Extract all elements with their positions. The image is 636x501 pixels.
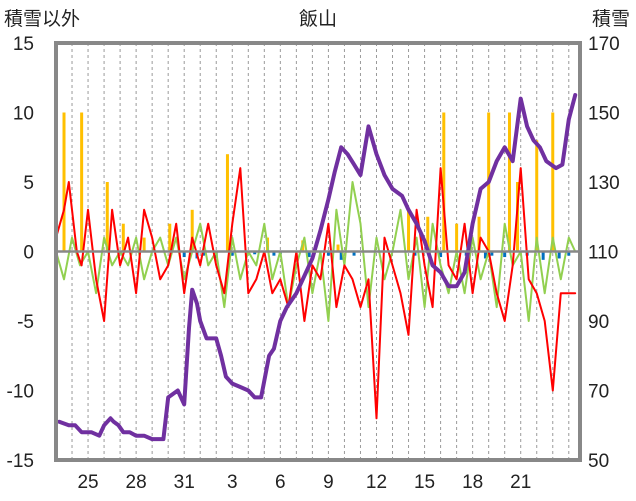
x-tick-label: 28 — [126, 472, 147, 493]
right-tick-label: 150 — [588, 104, 620, 125]
right-tick-label: 90 — [588, 312, 609, 333]
negative_spikes-bar — [439, 251, 443, 258]
x-tick-label: 15 — [414, 472, 435, 493]
right-tick-label: 70 — [588, 382, 609, 403]
x-tick-label: 25 — [77, 472, 98, 493]
left-tick-label: -5 — [17, 312, 34, 333]
positive_spikes-bar — [507, 112, 511, 252]
positive_spikes-bar — [426, 216, 430, 252]
left-tick-label: 15 — [13, 34, 34, 55]
chart-title: 飯山 — [299, 8, 337, 30]
positive_spikes-bar — [225, 154, 229, 252]
negative_spikes-bar — [272, 251, 276, 256]
negative_spikes-bar — [182, 251, 186, 258]
left-tick-label: 5 — [23, 173, 34, 194]
positive_spikes-bar — [80, 112, 84, 252]
right-tick-label: 130 — [588, 173, 620, 194]
right-tick-label: 110 — [588, 243, 618, 264]
x-tick-label: 6 — [275, 472, 286, 493]
snow-depth-line — [57, 93, 578, 442]
right-tick-label: 50 — [588, 451, 609, 472]
negative_spikes-bar — [490, 251, 494, 256]
negative_spikes-bar — [557, 251, 561, 259]
left-tick-label: 10 — [13, 104, 34, 125]
positive_spikes-bar — [407, 209, 411, 252]
positive_spikes-bar — [477, 216, 481, 252]
negative_spikes-bar — [326, 251, 330, 256]
left-axis-label: 積雪以外 — [4, 8, 80, 30]
x-axis-ticks: 25 28 31 3 6 9 12 15 18 21 — [77, 472, 531, 493]
series-lines — [55, 93, 578, 442]
positive_spikes-bar — [336, 244, 340, 252]
positive_spikes-bar — [190, 209, 194, 252]
left-tick-label: -10 — [7, 382, 34, 403]
x-tick-label: 31 — [174, 472, 195, 493]
right-axis-label: 積雪 — [592, 8, 630, 30]
x-tick-label: 3 — [227, 472, 238, 493]
positive_spikes-bar — [551, 112, 555, 252]
positive_spikes-bar — [455, 223, 459, 252]
negative_spikes-bar — [339, 251, 343, 260]
negative_spikes-bar — [483, 251, 487, 259]
negative_spikes-bar — [413, 251, 417, 256]
negative_spikes-bar — [541, 251, 545, 260]
right-axis-ticks: 170 150 130 110 90 70 50 — [588, 34, 620, 472]
positive_spikes-bar — [105, 182, 109, 252]
positive_spikes-bar — [62, 112, 66, 252]
positive_spikes-bar — [442, 112, 446, 252]
series-line — [55, 167, 577, 420]
positive_spikes-bar — [168, 223, 172, 252]
negative_spikes-bar — [567, 251, 571, 256]
x-tick-label: 12 — [366, 472, 387, 493]
positive_spikes-bar — [142, 237, 146, 252]
negative_spikes-bar — [253, 251, 257, 255]
left-tick-label: 0 — [23, 243, 34, 264]
negative_spikes-bar — [230, 251, 234, 256]
negative_spikes-bar — [307, 251, 311, 258]
x-tick-label: 21 — [510, 472, 531, 493]
positive_spikes-bar — [121, 223, 125, 252]
negative_spikes-bar — [503, 251, 507, 258]
x-tick-label: 18 — [462, 472, 483, 493]
left-tick-label: -15 — [7, 451, 34, 472]
plot-frame — [54, 41, 582, 462]
positive_spikes-bar — [535, 140, 539, 252]
negative_spikes-bar — [352, 251, 356, 256]
left-axis-ticks: 15 10 5 0 -5 -10 -15 — [7, 34, 34, 472]
x-tick-label: 9 — [323, 472, 334, 493]
right-tick-label: 170 — [588, 34, 620, 55]
